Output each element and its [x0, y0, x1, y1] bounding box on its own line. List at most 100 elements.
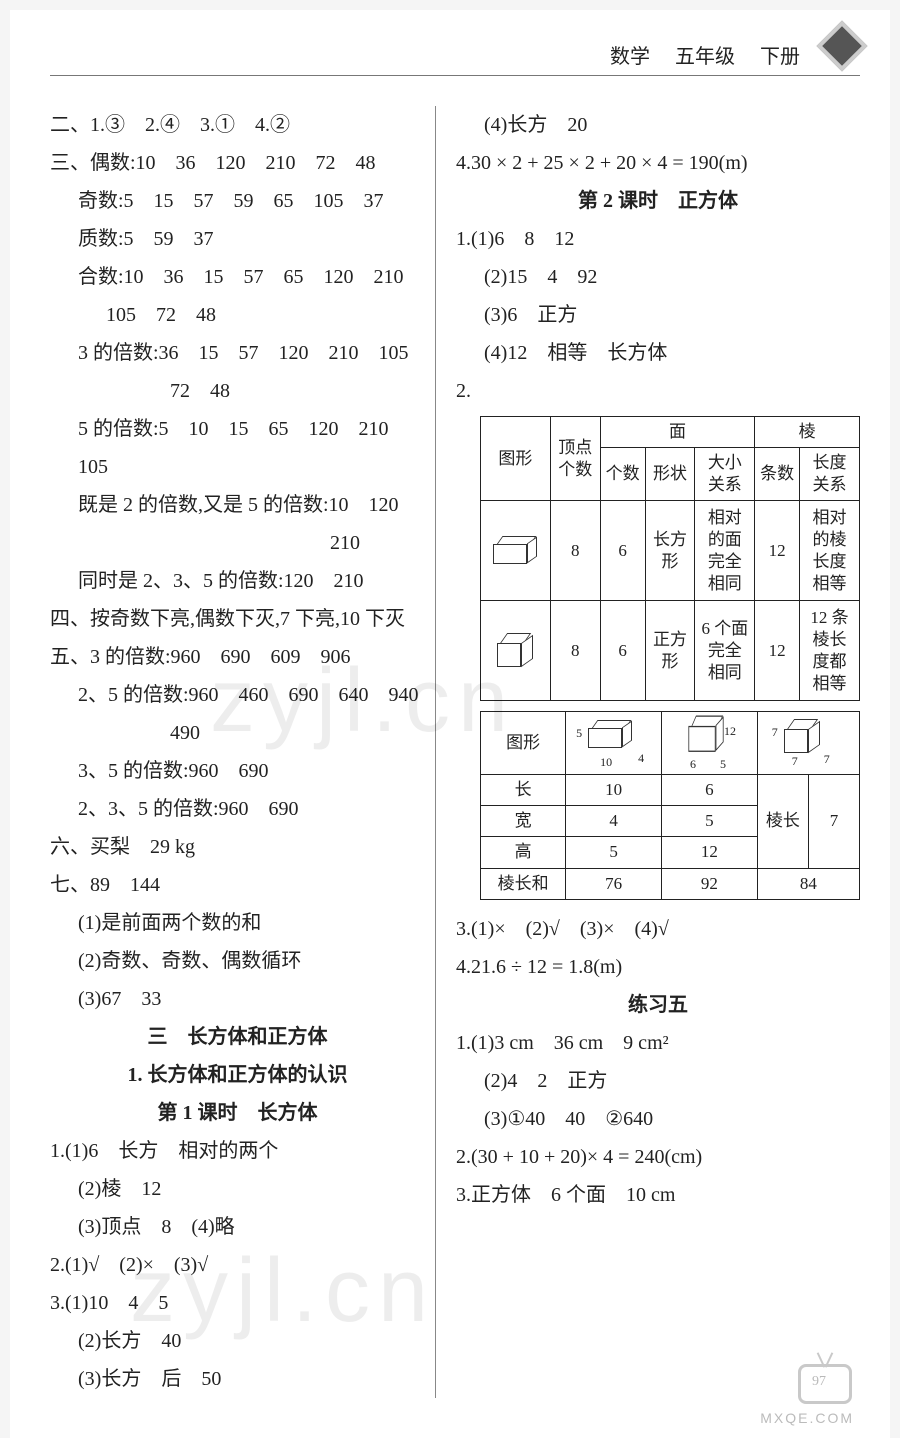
- text-line: 2.(1)√ (2)× (3)√: [50, 1246, 425, 1284]
- cell: 棱长: [757, 775, 808, 868]
- cell: 10: [566, 775, 662, 806]
- table-row: 图形 5 10 4 12 6: [481, 712, 860, 775]
- dim-label: 10: [600, 755, 612, 771]
- text-line: (3)6 正方: [456, 296, 860, 334]
- header-subject: 数学: [610, 46, 650, 68]
- right-column: (4)长方 20 4.30 × 2 + 25 × 2 + 20 × 4 = 19…: [456, 106, 860, 1398]
- cube-icon: [497, 633, 533, 669]
- page-number-icon: 97: [790, 1348, 860, 1418]
- section-heading: 1. 长方体和正方体的认识: [50, 1056, 425, 1094]
- table-row: 图形 顶点个数 面 棱: [481, 417, 860, 448]
- dim-label: 7: [772, 725, 778, 741]
- text-line: (2)15 4 92: [456, 258, 860, 296]
- cell: 7: [808, 775, 859, 868]
- cell: 相对的棱长度相等: [800, 501, 860, 601]
- cuboid-icon: [688, 716, 723, 755]
- cell-shape: 5 10 4: [566, 712, 662, 775]
- text-line: (2)棱 12: [50, 1170, 425, 1208]
- th-shape: 图形: [481, 417, 551, 501]
- cell: 12: [755, 501, 800, 601]
- text-line: 490: [50, 714, 425, 752]
- text-line: 1.(1)6 8 12: [456, 220, 860, 258]
- text-line: 5 的倍数:5 10 15 65 120 210 105: [50, 410, 425, 486]
- cell: 长方形: [645, 501, 695, 601]
- cell: 6: [661, 775, 757, 806]
- text-line: (4)长方 20: [456, 106, 860, 144]
- th-form: 形状: [645, 448, 695, 501]
- cuboid-icon: [493, 536, 537, 566]
- th-rel: 大小关系: [695, 448, 755, 501]
- th-lenrel: 长度关系: [800, 448, 860, 501]
- table-row: 8 6 长方形 相对的面完全相同 12 相对的棱长度相等: [481, 501, 860, 601]
- th-edge: 棱: [755, 417, 860, 448]
- cell: 5: [661, 806, 757, 837]
- cuboid-icon: [588, 720, 632, 750]
- cell: 6: [600, 601, 645, 701]
- cell: 正方形: [645, 601, 695, 701]
- text-line: 二、1.③ 2.④ 3.① 4.②: [50, 106, 425, 144]
- text-line: 210: [50, 524, 425, 562]
- section-heading: 三 长方体和正方体: [50, 1018, 425, 1056]
- text-line: 2.(30 + 10 + 20)× 4 = 240(cm): [456, 1138, 860, 1176]
- text-line: 3.(1)10 4 5: [50, 1284, 425, 1322]
- text-line: 2.: [456, 380, 471, 402]
- cell-shape-cube: [481, 601, 551, 701]
- text-line: 奇数:5 15 57 59 65 105 37: [50, 182, 425, 220]
- table-row: 8 6 正方形 6 个面完全相同 12 12 条棱长度都相等: [481, 601, 860, 701]
- th-face: 面: [600, 417, 755, 448]
- th-num: 条数: [755, 448, 800, 501]
- text-line: 3 的倍数:36 15 57 120 210 105: [50, 334, 425, 372]
- th-shape2: 图形: [481, 712, 566, 775]
- cell: 宽: [481, 806, 566, 837]
- table-row: 长 10 6 棱长 7: [481, 775, 860, 806]
- text-line: (3)67 33: [50, 980, 425, 1018]
- cell: 84: [757, 868, 859, 899]
- cell-shape: 12 6 5: [661, 712, 757, 775]
- text-line: 2、5 的倍数:960 460 690 640 940: [50, 676, 425, 714]
- page: 数学 五年级 下册 二、1.③ 2.④ 3.① 4.② 三、偶数:10 36 1…: [10, 10, 890, 1438]
- cell: 相对的面完全相同: [695, 501, 755, 601]
- dim-label: 6: [690, 757, 696, 773]
- text-line: 五、3 的倍数:960 690 609 906: [50, 638, 425, 676]
- text-line: (1)是前面两个数的和: [50, 904, 425, 942]
- cube-icon: [784, 719, 820, 755]
- text-line: 3.正方体 6 个面 10 cm: [456, 1176, 860, 1214]
- cell: 12: [661, 837, 757, 868]
- cell-shape: 7 7 7: [757, 712, 859, 775]
- text-line: (3)①40 40 ②640: [456, 1100, 860, 1138]
- cell: 棱长和: [481, 868, 566, 899]
- table-shapes-properties: 图形 顶点个数 面 棱 个数 形状 大小关系 条数 长度关系 8 6 长方形: [480, 416, 860, 701]
- section-heading: 第 2 课时 正方体: [456, 182, 860, 220]
- cell: 6 个面完全相同: [695, 601, 755, 701]
- dim-label: 7: [824, 752, 830, 768]
- cell: 5: [566, 837, 662, 868]
- th-vertex: 顶点个数: [550, 417, 600, 501]
- text-line: 质数:5 59 37: [50, 220, 425, 258]
- text-line: (3)长方 后 50: [50, 1360, 425, 1398]
- text-line: 六、买梨 29 kg: [50, 828, 425, 866]
- text-line: 3.(1)× (2)√ (3)× (4)√: [456, 910, 860, 948]
- text-line: 3、5 的倍数:960 690: [50, 752, 425, 790]
- dim-label: 7: [792, 754, 798, 770]
- footer-brand: MXQE.COM: [760, 1410, 854, 1426]
- text-line: 七、89 144: [50, 866, 425, 904]
- table-row: 棱长和 76 92 84: [481, 868, 860, 899]
- text-line: 1.(1)3 cm 36 cm 9 cm²: [456, 1024, 860, 1062]
- page-header: 数学 五年级 下册: [50, 40, 860, 76]
- section-heading: 练习五: [456, 986, 860, 1024]
- text-line: (2)4 2 正方: [456, 1062, 860, 1100]
- text-line: 四、按奇数下亮,偶数下灭,7 下亮,10 下灭: [50, 600, 425, 638]
- text-line: 4.21.6 ÷ 12 = 1.8(m): [456, 948, 860, 986]
- header-volume: 下册: [760, 46, 800, 68]
- dim-label: 5: [720, 757, 726, 773]
- columns: 二、1.③ 2.④ 3.① 4.② 三、偶数:10 36 120 210 72 …: [50, 106, 860, 1398]
- text-line: 105 72 48: [50, 296, 425, 334]
- text-line: 2、3、5 的倍数:960 690: [50, 790, 425, 828]
- cell: 长: [481, 775, 566, 806]
- text-line: (4)12 相等 长方体: [456, 334, 860, 372]
- text-line: (3)顶点 8 (4)略: [50, 1208, 425, 1246]
- page-number: 97: [812, 1374, 826, 1390]
- dim-label: 5: [576, 726, 582, 742]
- dim-label: 4: [638, 751, 644, 767]
- cell: 76: [566, 868, 662, 899]
